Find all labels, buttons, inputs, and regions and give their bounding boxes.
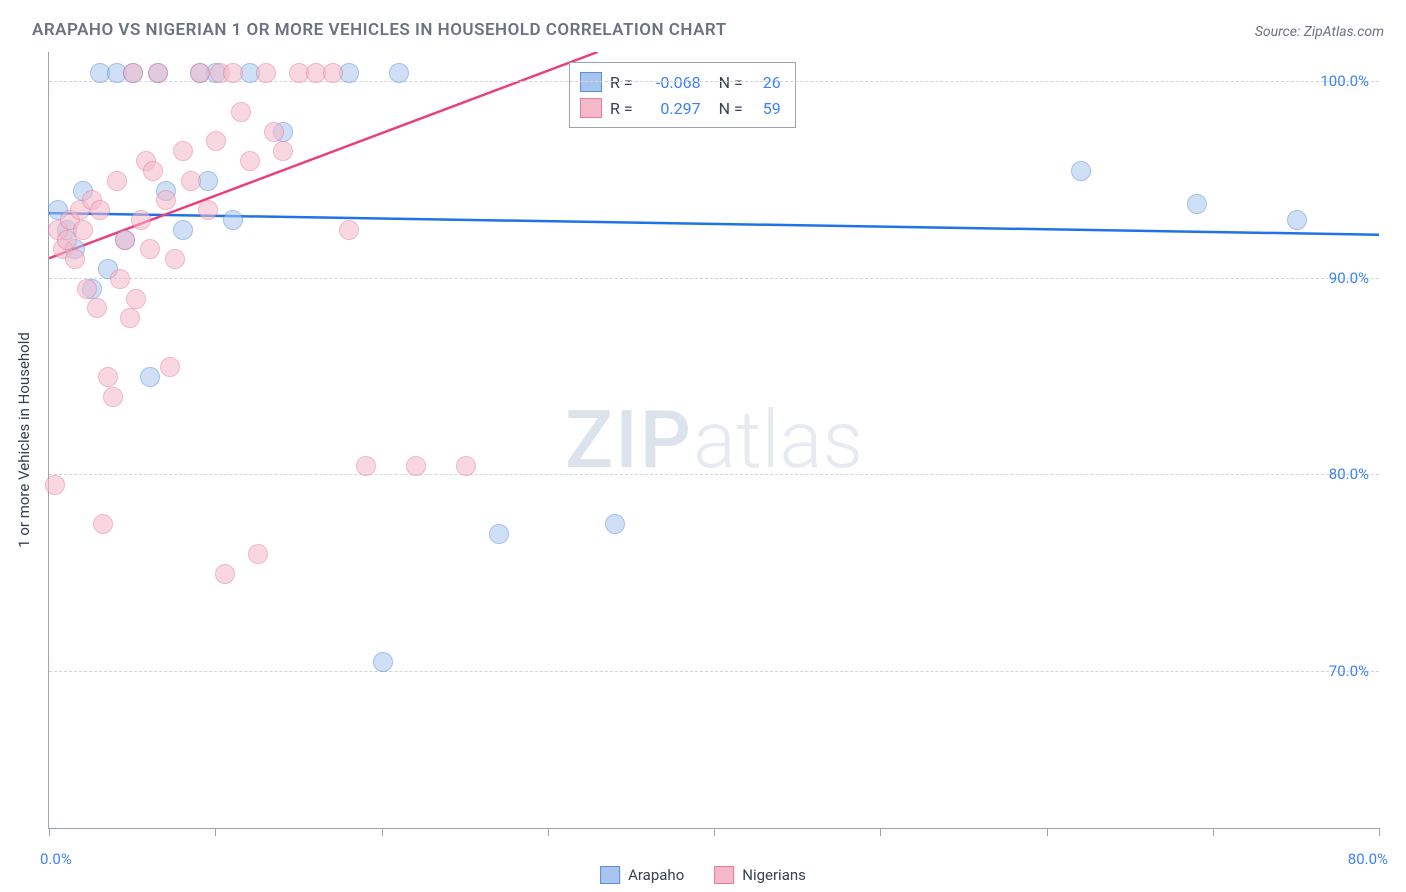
stats-legend-box: R =-0.068N =26R =0.297N =59 — [569, 62, 796, 128]
bottom-legend: Arapaho Nigerians — [600, 866, 806, 884]
data-point — [339, 220, 359, 240]
data-point — [156, 190, 176, 210]
data-point — [45, 475, 65, 495]
data-point — [190, 63, 210, 83]
data-point — [165, 249, 185, 269]
stats-row: R = 0.297 N = 59 — [580, 95, 781, 121]
legend-item: Nigerians — [714, 866, 806, 884]
y-tick-label: 100.0% — [1320, 72, 1369, 90]
data-point — [206, 131, 226, 151]
x-tick — [548, 828, 549, 836]
data-point — [389, 63, 409, 83]
data-point — [98, 367, 118, 387]
data-point — [373, 652, 393, 672]
data-point — [115, 230, 135, 250]
watermark: ZIPatlas — [565, 393, 863, 487]
data-point — [87, 298, 107, 318]
trend-line — [49, 213, 1379, 235]
data-point — [456, 456, 476, 476]
data-point — [264, 122, 284, 142]
data-point — [248, 544, 268, 564]
data-point — [120, 308, 140, 328]
data-point — [110, 269, 130, 289]
data-point — [143, 161, 163, 181]
data-point — [173, 141, 193, 161]
watermark-atlas: atlas — [693, 393, 863, 487]
data-point — [65, 249, 85, 269]
x-tick — [1047, 828, 1048, 836]
source-label: Source: ZipAtlas.com — [1255, 24, 1384, 40]
x-tick — [714, 828, 715, 836]
n-label: N = — [719, 99, 743, 118]
data-point — [93, 514, 113, 534]
x-tick — [49, 828, 50, 836]
data-point — [103, 387, 123, 407]
data-point — [73, 220, 93, 240]
legend-swatch — [580, 98, 602, 118]
data-point — [223, 210, 243, 230]
data-point — [1071, 161, 1091, 181]
plot-area: ZIPatlas R =-0.068N =26R =0.297N =59 70.… — [48, 52, 1379, 829]
x-tick — [382, 828, 383, 836]
data-point — [148, 63, 168, 83]
legend-swatch — [600, 866, 620, 884]
data-point — [1187, 194, 1207, 214]
legend-label: Arapaho — [628, 866, 684, 884]
r-value: 0.297 — [641, 99, 701, 118]
data-point — [131, 210, 151, 230]
r-label: R = — [610, 99, 633, 118]
data-point — [323, 63, 343, 83]
data-point — [90, 200, 110, 220]
data-point — [273, 141, 293, 161]
legend-label: Nigerians — [742, 866, 806, 884]
n-value: 59 — [751, 99, 781, 118]
data-point — [489, 524, 509, 544]
y-axis-label: 1 or more Vehicles in Household — [15, 332, 33, 548]
legend-swatch — [714, 866, 734, 884]
data-point — [181, 171, 201, 191]
data-point — [107, 171, 127, 191]
gridline — [49, 671, 1379, 672]
chart-title: ARAPAHO VS NIGERIAN 1 OR MORE VEHICLES I… — [32, 20, 727, 40]
data-point — [123, 63, 143, 83]
x-tick — [1213, 828, 1214, 836]
data-point — [406, 456, 426, 476]
data-point — [231, 102, 251, 122]
data-point — [356, 456, 376, 476]
x-tick-label-max: 80.0% — [1348, 850, 1388, 868]
data-point — [605, 514, 625, 534]
trend-line — [49, 52, 598, 258]
data-point — [126, 289, 146, 309]
y-tick-label: 80.0% — [1329, 465, 1369, 483]
data-point — [173, 220, 193, 240]
legend-item: Arapaho — [600, 866, 684, 884]
x-tick-label-min: 0.0% — [40, 850, 72, 868]
data-point — [1287, 210, 1307, 230]
data-point — [256, 63, 276, 83]
y-tick-label: 70.0% — [1329, 662, 1369, 680]
x-tick — [1379, 828, 1380, 836]
x-tick — [880, 828, 881, 836]
gridline — [49, 474, 1379, 475]
data-point — [223, 63, 243, 83]
data-point — [240, 151, 260, 171]
data-point — [140, 239, 160, 259]
data-point — [77, 279, 97, 299]
y-tick-label: 90.0% — [1329, 269, 1369, 287]
data-point — [140, 367, 160, 387]
data-point — [160, 357, 180, 377]
data-point — [215, 564, 235, 584]
watermark-zip: ZIP — [565, 393, 693, 487]
gridline — [49, 278, 1379, 279]
data-point — [198, 200, 218, 220]
x-tick — [215, 828, 216, 836]
